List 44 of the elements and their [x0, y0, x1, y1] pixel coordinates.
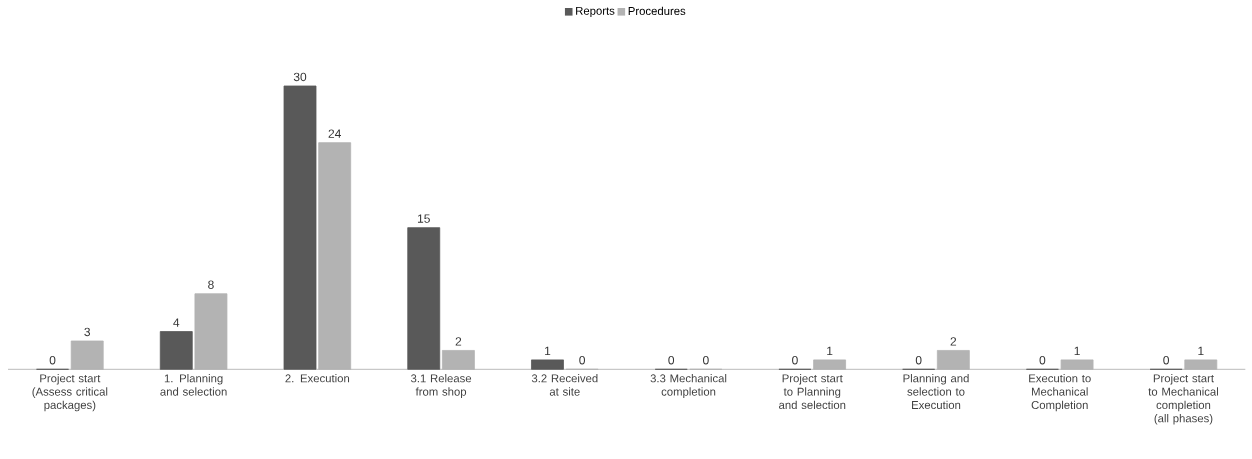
data-label: 4	[173, 318, 180, 327]
data-label: 30	[293, 72, 307, 82]
data-label: 1	[545, 346, 551, 356]
data-label: 1	[827, 346, 833, 356]
data-label: 8	[208, 280, 214, 290]
bar	[159, 331, 193, 370]
data-label: 0	[668, 356, 675, 365]
data-label: 0	[915, 356, 922, 365]
legend-label: Reports	[576, 7, 615, 18]
x-tick-label: Project start (Assess critical packages)	[32, 374, 108, 412]
bar	[1184, 359, 1218, 370]
data-label: 15	[417, 214, 430, 223]
bar	[531, 359, 564, 370]
x-tick-label: 3.2 Received at site	[531, 374, 598, 396]
x-tick-label: Execution to Mechanical Completion	[1029, 374, 1091, 412]
data-label: 24	[328, 129, 341, 138]
legend-label: Procedures	[628, 6, 686, 16]
data-label: 3	[84, 327, 91, 337]
data-label: 1	[1198, 346, 1204, 356]
bar	[407, 227, 441, 370]
bar	[194, 293, 228, 370]
data-label: 0	[1039, 356, 1046, 365]
data-label: 2	[950, 337, 957, 346]
bar	[1060, 359, 1094, 370]
x-tick-label: 1. Planning and selection	[160, 374, 227, 396]
data-label: 0	[579, 356, 586, 365]
data-label: 0	[702, 356, 709, 365]
bar	[318, 142, 352, 370]
bar	[813, 359, 847, 370]
data-label: 0	[1163, 356, 1170, 365]
x-tick-label: Planning and selection to Execution	[903, 374, 969, 410]
data-label: 1	[1074, 346, 1080, 356]
x-tick-label: Project start to Planning and selection	[779, 374, 846, 410]
x-tick-label: 3.1 Release from shop	[410, 374, 472, 399]
x-tick-label: Project start to Mechanical completion (all phases)	[1148, 374, 1218, 425]
x-tick-label: 3.3 Mechanical completion	[650, 374, 727, 399]
bar	[70, 340, 104, 370]
data-label: 0	[49, 356, 56, 365]
data-label: 0	[792, 356, 798, 365]
bar	[283, 85, 317, 370]
bar	[936, 350, 970, 370]
x-tick-label: 2. Execution	[285, 374, 350, 383]
data-label: 2	[455, 337, 462, 346]
bar	[442, 350, 475, 370]
